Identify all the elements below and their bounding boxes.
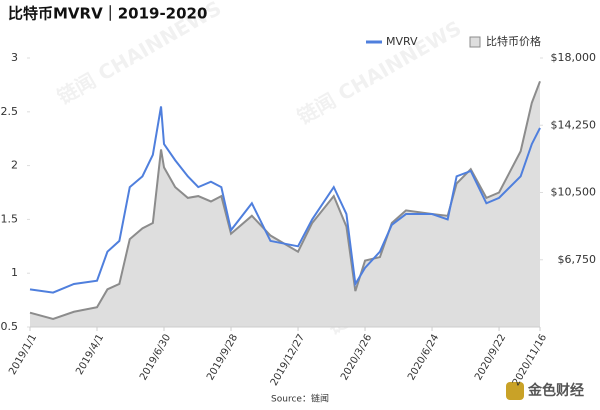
source: Source：链闻 [271,393,329,405]
y2-tick-label: $18,000 [551,51,597,64]
y2-tick-label: $10,500 [551,186,597,199]
y2-tick-label: $14,250 [551,118,597,131]
watermark: 链闻 CHAINNEWS [293,16,465,129]
x-tick-label: 2020/6/24 [406,333,441,383]
chart-title: 比特币MVRV｜2019-2020 [8,5,207,23]
x-tick-label: 2019/12/27 [269,333,307,388]
price-line [29,80,541,320]
legend-swatch [469,36,481,48]
x-tick-label: 2019/4/1 [74,333,106,377]
logo: 金色财经 [527,382,584,399]
x-tick-label: 2020/11/16 [511,333,549,388]
price-area [30,81,540,328]
x-tick-label: 2020/3/26 [339,333,374,383]
x-tick-label: 2020/9/22 [473,333,508,383]
y-tick-label: 1 [11,266,18,279]
y-tick-label: 3 [11,51,18,64]
x-tick-label: 2019/6/30 [138,333,173,383]
y2-tick-label: $6,750 [558,253,597,266]
y-tick-label: 1.5 [1,212,19,225]
y-tick-label: 0.5 [1,320,19,333]
y-tick-label: 2 [11,159,18,172]
logo-icon [506,382,524,400]
y-tick-label: 2.5 [1,105,19,118]
mvrv-line [29,106,541,294]
x-tick-label: 2019/1/1 [7,333,39,377]
x-tick-label: 2019/9/28 [205,333,240,383]
legend-label: 比特币价格 [486,34,541,48]
legend-label: MVRV [386,35,418,48]
